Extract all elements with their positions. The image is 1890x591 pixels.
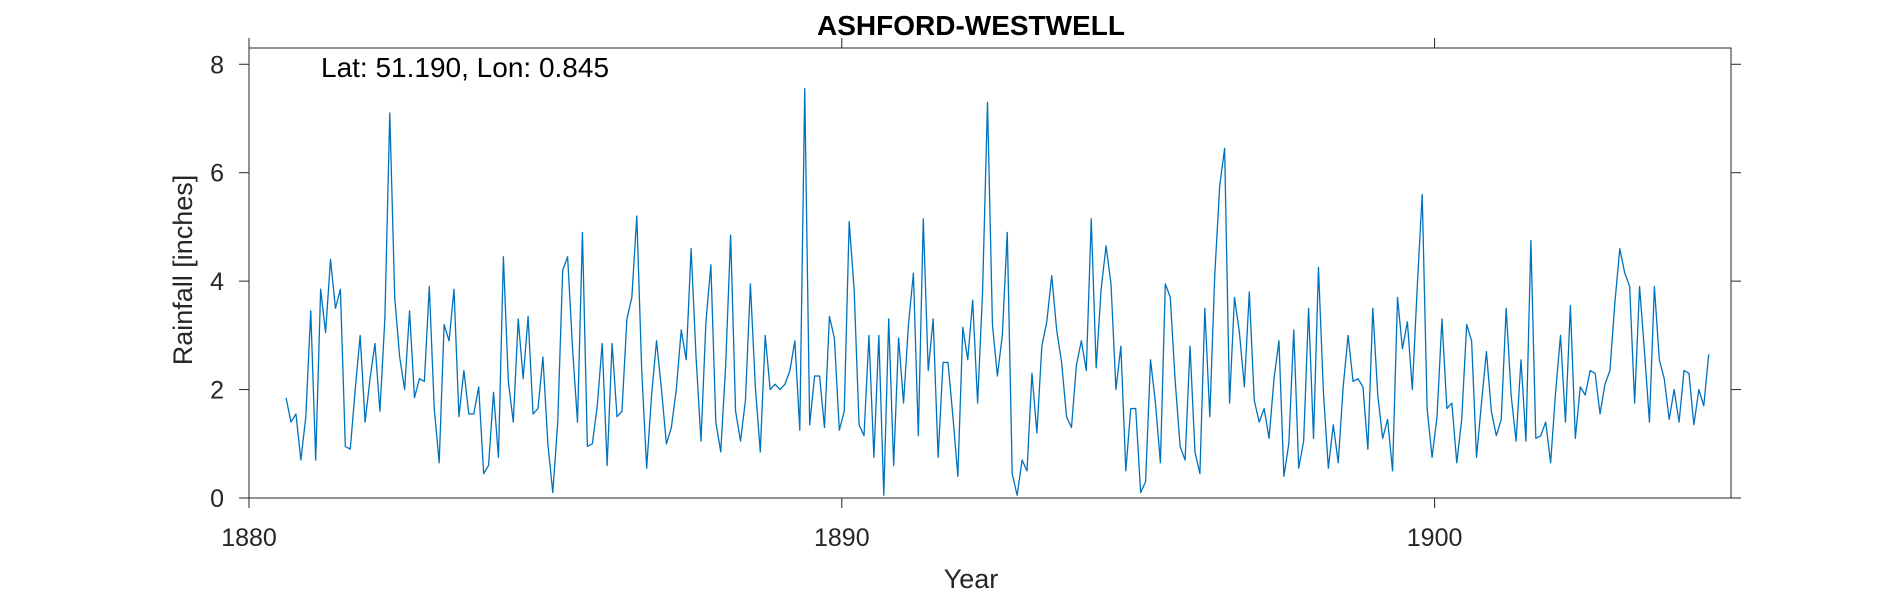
y-axis-label: Rainfall [inches]	[168, 175, 198, 366]
location-annotation: Lat: 51.190, Lon: 0.845	[321, 52, 609, 83]
rainfall-series-line	[285, 88, 1710, 496]
ticks-layer: 0 2 4 6 8 1880 1890 1900	[210, 38, 1741, 552]
axes-layer	[248, 47, 1732, 499]
y-tick-label: 4	[210, 268, 224, 296]
plot-area-box	[248, 47, 1732, 499]
x-tick-label: 1880	[221, 524, 277, 552]
y-tick-label: 6	[210, 160, 224, 188]
series-layer	[285, 88, 1710, 496]
chart-title: ASHFORD-WESTWELL	[817, 10, 1125, 41]
y-tick-label: 8	[210, 51, 224, 79]
y-tick-label: 0	[210, 485, 224, 513]
y-tick-label: 2	[210, 377, 224, 405]
x-tick-label: 1890	[814, 524, 870, 552]
x-tick-label: 1900	[1407, 524, 1463, 552]
x-axis-label: Year	[944, 564, 999, 591]
